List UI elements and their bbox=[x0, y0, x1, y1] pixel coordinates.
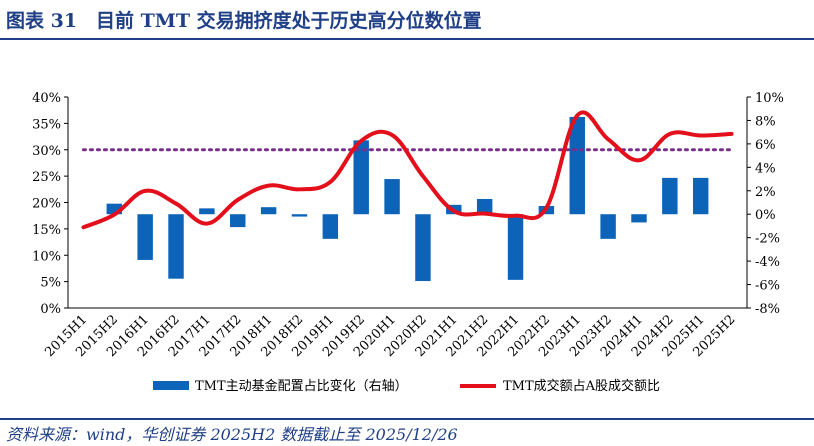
left-tick-label: 10% bbox=[32, 249, 61, 264]
bar bbox=[569, 116, 585, 215]
bar bbox=[384, 179, 400, 215]
x-axis: 2015H12015H22016H12016H22017H12017H22018… bbox=[42, 307, 747, 360]
bar bbox=[692, 177, 709, 215]
bar bbox=[106, 203, 123, 215]
right-tick-label: -6% bbox=[755, 279, 780, 294]
left-tick-label: 40% bbox=[32, 91, 61, 106]
source-note: 资料来源：wind，华创证券 2025H2 数据截止至 2025/12/26 bbox=[6, 425, 458, 444]
line-series bbox=[81, 110, 734, 230]
bar bbox=[260, 207, 277, 215]
left-tick-label: 5% bbox=[40, 276, 61, 291]
bar bbox=[600, 214, 616, 239]
bar bbox=[476, 198, 493, 215]
right-tick-label: -4% bbox=[755, 255, 780, 270]
left-y-axis: 0% 5% 10% 15% 20% 25% 30% 35% 40% bbox=[32, 91, 69, 317]
title-divider bbox=[0, 38, 814, 40]
left-tick-label: 30% bbox=[32, 144, 61, 159]
legend-bar-label: TMT主动基金配置占比变化（右轴） bbox=[195, 378, 408, 394]
right-tick-label: -8% bbox=[755, 302, 780, 317]
right-tick-label: 4% bbox=[755, 161, 776, 176]
chart-title: 图表 31 目前 TMT 交易拥挤度处于历史高分位数位置 bbox=[6, 10, 482, 32]
bar-series bbox=[106, 116, 709, 282]
legend: TMT主动基金配置占比变化（右轴） TMT成交额占A股成交额比 bbox=[153, 378, 660, 394]
bar bbox=[322, 214, 339, 239]
bar bbox=[631, 214, 647, 223]
footer-divider bbox=[0, 418, 814, 420]
bar bbox=[291, 214, 308, 217]
bar bbox=[230, 214, 246, 228]
right-tick-label: 0% bbox=[755, 208, 776, 223]
line-path bbox=[81, 110, 734, 230]
right-tick-label: 10% bbox=[755, 91, 784, 106]
bar bbox=[353, 140, 369, 215]
left-tick-label: 20% bbox=[32, 197, 61, 212]
legend-line-label: TMT成交额占A股成交额比 bbox=[503, 378, 660, 394]
right-y-axis: -8% -6% -4% -2% 0% 2% 4% 6% 8% 10% bbox=[746, 91, 784, 317]
right-tick-label: 2% bbox=[755, 185, 776, 200]
right-tick-label: 6% bbox=[755, 138, 776, 153]
left-tick-label: 35% bbox=[32, 117, 61, 132]
bar bbox=[662, 177, 678, 215]
bar bbox=[168, 214, 184, 279]
left-tick-label: 25% bbox=[32, 170, 61, 185]
left-tick-label: 0% bbox=[40, 302, 61, 317]
right-tick-label: 8% bbox=[755, 114, 776, 129]
legend-bar-swatch bbox=[153, 381, 189, 390]
left-tick-label: 15% bbox=[32, 223, 61, 238]
bar bbox=[137, 214, 153, 260]
bar bbox=[199, 208, 215, 215]
right-tick-label: -2% bbox=[755, 232, 780, 247]
bar bbox=[415, 214, 431, 282]
bar bbox=[507, 214, 524, 280]
